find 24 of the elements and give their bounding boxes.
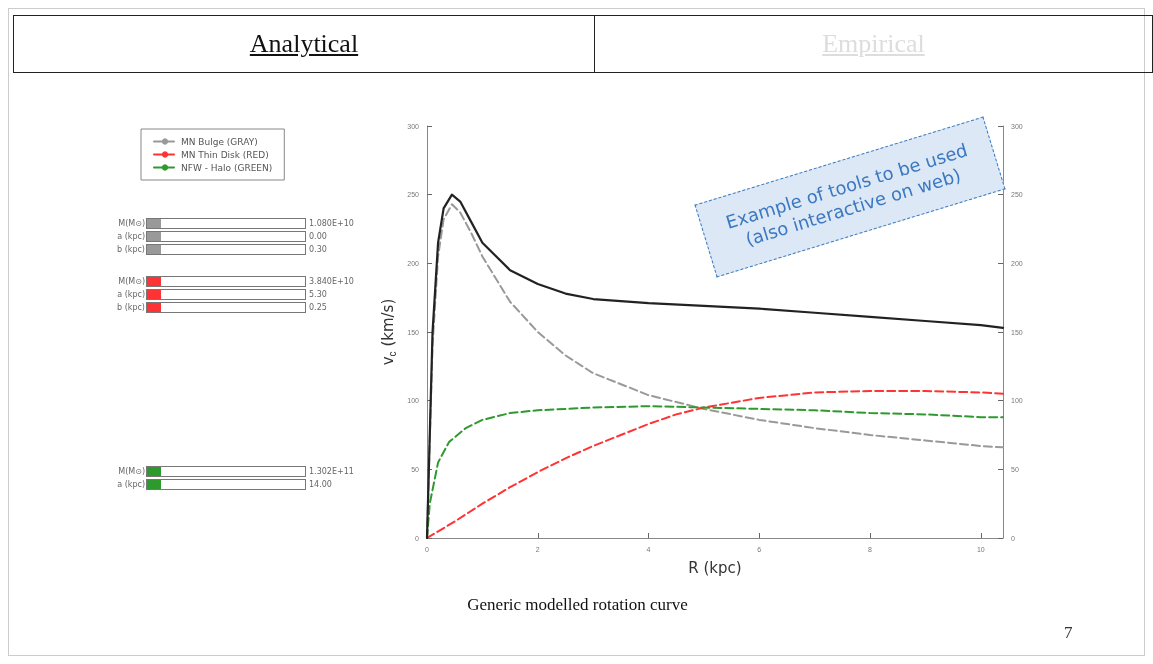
text: Generic modelled rotation curve: [466, 595, 689, 615]
text: M(M⊙): [117, 467, 145, 476]
text: a (kpc): [116, 290, 145, 299]
text: 0.25: [309, 303, 327, 312]
text: b (kpc): [116, 245, 145, 254]
text: 5.30: [309, 290, 327, 299]
x-axis-title: R (kpc): [688, 558, 742, 577]
text: M(M⊙): [117, 277, 145, 286]
legend-label: NFW - Halo (GREEN): [181, 162, 273, 173]
chart-title: Analytical: [14, 16, 595, 72]
text: 14.00: [309, 480, 332, 489]
text: a (kpc): [116, 232, 145, 241]
y-axis-title: vc (km/s): [379, 298, 398, 366]
text: 7: [1064, 623, 1073, 643]
legend-label: MN Thin Disk (RED): [181, 149, 269, 160]
legend-label: MN Bulge (GRAY): [181, 136, 258, 147]
text: 1.302E+11: [309, 467, 354, 476]
text: 1.080E+10: [309, 219, 354, 228]
text: 0.00: [309, 232, 327, 241]
text: b (kpc): [116, 303, 145, 312]
text: 3.840E+10: [309, 277, 354, 286]
text: a (kpc): [116, 480, 145, 489]
text: 0.30: [309, 245, 327, 254]
text: M(M⊙): [117, 219, 145, 228]
